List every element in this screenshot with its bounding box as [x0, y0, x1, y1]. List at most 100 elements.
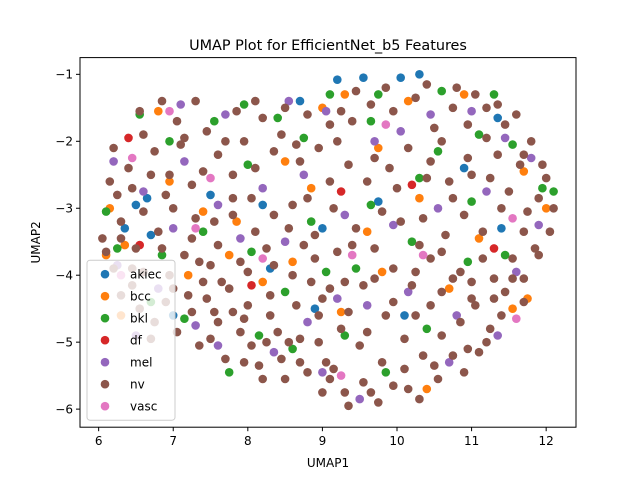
point-nv-51 [526, 137, 536, 146]
point-nv-122 [437, 331, 447, 340]
point-nv-19 [154, 227, 163, 236]
point-mel-31 [318, 368, 327, 377]
point-nv-221 [411, 267, 420, 277]
point-nv-114 [292, 301, 301, 310]
point-nv-57 [411, 93, 420, 103]
point-bkl-22 [340, 331, 350, 340]
point-akiec-19 [295, 96, 305, 106]
point-nv-20 [180, 250, 189, 260]
point-nv-53 [493, 100, 503, 109]
point-akiec-3 [415, 70, 424, 79]
point-mel-26 [362, 301, 372, 310]
point-nv-169 [519, 150, 529, 159]
point-bkl-28 [549, 187, 558, 196]
point-nv-31 [314, 337, 324, 347]
point-nv-85 [426, 157, 435, 166]
point-mel-7 [500, 133, 510, 143]
point-nv-148 [265, 291, 275, 300]
point-nv-43 [485, 324, 495, 334]
point-nv-180 [344, 401, 353, 411]
point-nv-62 [314, 143, 324, 153]
point-mel-18 [526, 153, 536, 163]
point-nv-72 [333, 247, 342, 257]
point-bcc-10 [288, 257, 297, 267]
point-akiec-6 [146, 230, 156, 240]
plot-frame [79, 57, 577, 428]
point-nv-18 [168, 204, 178, 213]
point-bcc-9 [258, 277, 268, 287]
point-akiec-2 [396, 73, 406, 82]
point-bkl-21 [321, 267, 331, 277]
point-nv-135 [336, 324, 346, 334]
legend-label-df: df [130, 334, 143, 348]
point-nv-117 [344, 307, 353, 317]
point-nv-9 [98, 234, 107, 243]
point-nv-136 [314, 311, 324, 320]
point-nv-61 [325, 120, 335, 129]
point-mel-0 [176, 100, 185, 109]
point-mel-10 [180, 157, 189, 166]
point-nv-35 [374, 398, 383, 407]
point-nv-159 [251, 96, 260, 106]
point-nv-224 [467, 277, 476, 287]
point-nv-101 [269, 147, 279, 156]
point-nv-21 [198, 277, 208, 287]
point-nv-140 [318, 388, 327, 397]
point-nv-129 [515, 160, 525, 169]
point-nv-163 [351, 86, 361, 96]
point-df-4 [489, 244, 499, 253]
point-nv-149 [239, 314, 249, 324]
legend-label-bcc: bcc [130, 290, 151, 304]
point-nv-175 [482, 337, 491, 347]
point-bcc-13 [415, 193, 424, 203]
x-tick-label: 9 [319, 434, 327, 448]
point-nv-173 [519, 297, 529, 307]
point-nv-227 [340, 277, 350, 287]
point-nv-95 [224, 284, 234, 293]
point-nv-41 [459, 368, 469, 377]
y-axis: −6 −5 −4 −3 −2 −1 [55, 68, 80, 416]
point-bcc-21 [224, 250, 234, 260]
point-akiec-18 [374, 197, 383, 206]
point-mel-33 [444, 358, 454, 367]
point-nv-39 [433, 374, 443, 384]
point-nv-152 [131, 244, 141, 253]
point-bcc-24 [374, 143, 383, 153]
point-nv-182 [303, 368, 312, 377]
point-nv-157 [221, 137, 230, 146]
point-mel-2 [284, 96, 294, 106]
point-nv-231 [202, 294, 212, 303]
point-nv-123 [456, 317, 465, 327]
point-nv-187 [187, 307, 197, 317]
point-bkl-32 [306, 217, 316, 226]
point-nv-26 [243, 301, 253, 310]
point-nv-196 [463, 120, 473, 129]
point-nv-158 [232, 106, 241, 116]
point-bcc-16 [508, 304, 517, 314]
point-nv-168 [500, 120, 510, 129]
point-nv-16 [213, 150, 223, 159]
point-nv-220 [422, 173, 432, 183]
point-nv-217 [467, 170, 476, 180]
point-akiec-12 [493, 113, 503, 123]
point-nv-13 [172, 116, 182, 126]
point-nv-134 [359, 281, 368, 290]
point-nv-162 [336, 106, 346, 116]
point-nv-210 [191, 214, 200, 223]
point-nv-183 [284, 337, 294, 347]
point-bkl-27 [538, 183, 547, 193]
point-nv-14 [191, 96, 200, 106]
point-akiec-17 [497, 224, 506, 233]
y-tick-label: −2 [55, 135, 73, 149]
point-mel-28 [452, 311, 462, 320]
point-nv-56 [430, 123, 439, 133]
point-bcc-22 [280, 157, 290, 166]
point-nv-86 [403, 143, 413, 153]
point-mel-5 [426, 110, 435, 119]
point-nv-80 [478, 227, 488, 236]
point-nv-89 [344, 160, 353, 169]
point-nv-146 [355, 341, 365, 350]
point-nv-137 [295, 334, 305, 344]
point-vasc-1 [206, 173, 215, 183]
point-mel-9 [139, 187, 148, 196]
